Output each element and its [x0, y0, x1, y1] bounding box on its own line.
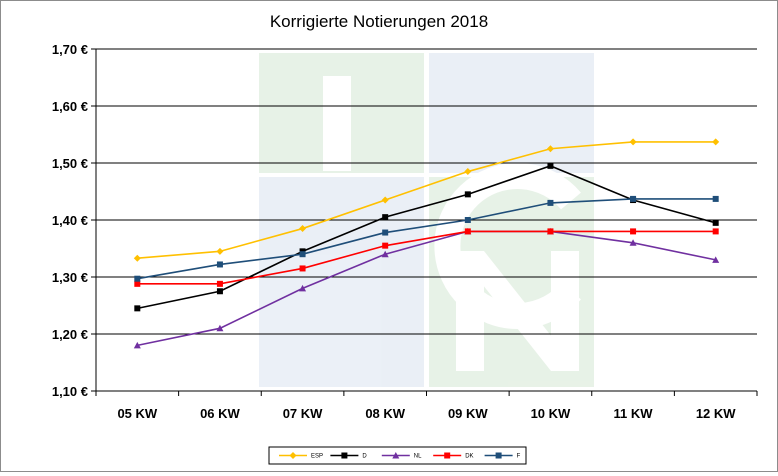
series-dk-point [630, 228, 637, 235]
series-f-point [547, 199, 554, 206]
series-group [133, 138, 720, 349]
series-d-point [382, 214, 389, 221]
series-d-point [134, 305, 141, 312]
legend-label-dk: DK [465, 454, 473, 460]
chart-title: Korrigierte Notierungen 2018 [270, 12, 488, 31]
series-esp-line [137, 141, 716, 259]
series-dk-point [382, 242, 389, 249]
series-dk-line [137, 230, 716, 285]
series-esp-point [712, 138, 720, 146]
series-nl-point [216, 324, 224, 332]
series-esp-point [299, 225, 307, 233]
series-f-point [299, 251, 306, 258]
series-f-point [712, 195, 719, 202]
legend-marker-esp [289, 452, 297, 459]
y-tick-label: 1,70 € [52, 42, 88, 57]
series-esp-point [381, 196, 389, 204]
series-nl-point [381, 250, 389, 258]
legend-item-d: D [330, 452, 367, 460]
x-tick-label: 09 KW [448, 406, 488, 421]
series-nl-point [629, 239, 637, 246]
series-f-point [134, 275, 141, 282]
series-f-point [630, 195, 637, 202]
series-d-point [216, 288, 223, 295]
legend-item-nl: NL [381, 452, 422, 460]
x-tick-label: 12 KW [696, 406, 736, 421]
grid-lines [96, 48, 757, 392]
series-dk-point [712, 228, 719, 235]
series-f-point [382, 229, 389, 236]
legend-marker-nl [392, 452, 400, 459]
series-f-point [216, 261, 223, 268]
x-tick-label: 11 KW [614, 406, 654, 421]
x-tick-label: 07 KW [283, 406, 323, 421]
y-tick-label: 1,20 € [52, 327, 88, 342]
y-tick-label: 1,60 € [52, 99, 88, 114]
legend-label-d: D [362, 454, 367, 460]
series-nl-point [133, 341, 141, 349]
x-axis-ticks: 05 KW 06 KW 07 KW 08 KW 09 KW 10 KW 11 KW 12 KW [117, 406, 736, 421]
x-tick-label: 08 KW [365, 406, 405, 421]
legend-item-dk: DK [433, 452, 474, 460]
axes [91, 48, 758, 396]
y-tick-label: 1,40 € [52, 213, 88, 228]
series-esp [133, 138, 720, 262]
legend-marker-dk [444, 452, 451, 459]
y-tick-label: 1,30 € [52, 270, 88, 285]
legend-marker-f [495, 452, 502, 459]
legend: ESP D NL DK F [268, 446, 527, 465]
series-d-point [712, 219, 719, 226]
x-tick-label: 05 KW [117, 406, 157, 421]
legend-item-esp: ESP [279, 452, 323, 460]
y-tick-label: 1,50 € [52, 156, 88, 171]
series-f-line [137, 198, 716, 280]
series-esp-point [133, 254, 141, 262]
x-tick-label: 06 KW [200, 406, 240, 421]
legend-label-esp: ESP [311, 454, 323, 460]
series-dk-point [216, 280, 223, 287]
series-dk-point [134, 280, 141, 287]
series-d-line [137, 164, 716, 310]
series-dk [134, 228, 719, 287]
series-nl-line [137, 230, 716, 347]
legend-label-nl: NL [414, 454, 422, 460]
x-tick-label: 10 KW [531, 406, 571, 421]
y-axis-ticks: 1,10 € 1,20 € 1,30 € 1,40 € 1,50 € 1,60 € 1,70… [52, 42, 88, 399]
legend-marker-d [341, 452, 348, 459]
legend-item-f: F [484, 452, 521, 460]
series-f [134, 195, 719, 282]
series-dk-point [299, 265, 306, 272]
series-d-point [464, 191, 471, 198]
series-dk-point [547, 228, 554, 235]
legend-label-f: F [517, 454, 521, 460]
series-dk-point [464, 228, 471, 235]
series-nl-point [712, 256, 720, 263]
series-esp-point [629, 138, 637, 146]
y-tick-label: 1,10 € [52, 384, 88, 399]
series-esp-point [216, 247, 224, 255]
series-esp-point [546, 145, 554, 153]
series-esp-point [464, 168, 472, 176]
watermark-logo [259, 53, 594, 387]
series-nl [133, 227, 720, 349]
series-d-point [547, 162, 554, 169]
series-nl-point [299, 284, 307, 292]
series-f-point [464, 217, 471, 223]
